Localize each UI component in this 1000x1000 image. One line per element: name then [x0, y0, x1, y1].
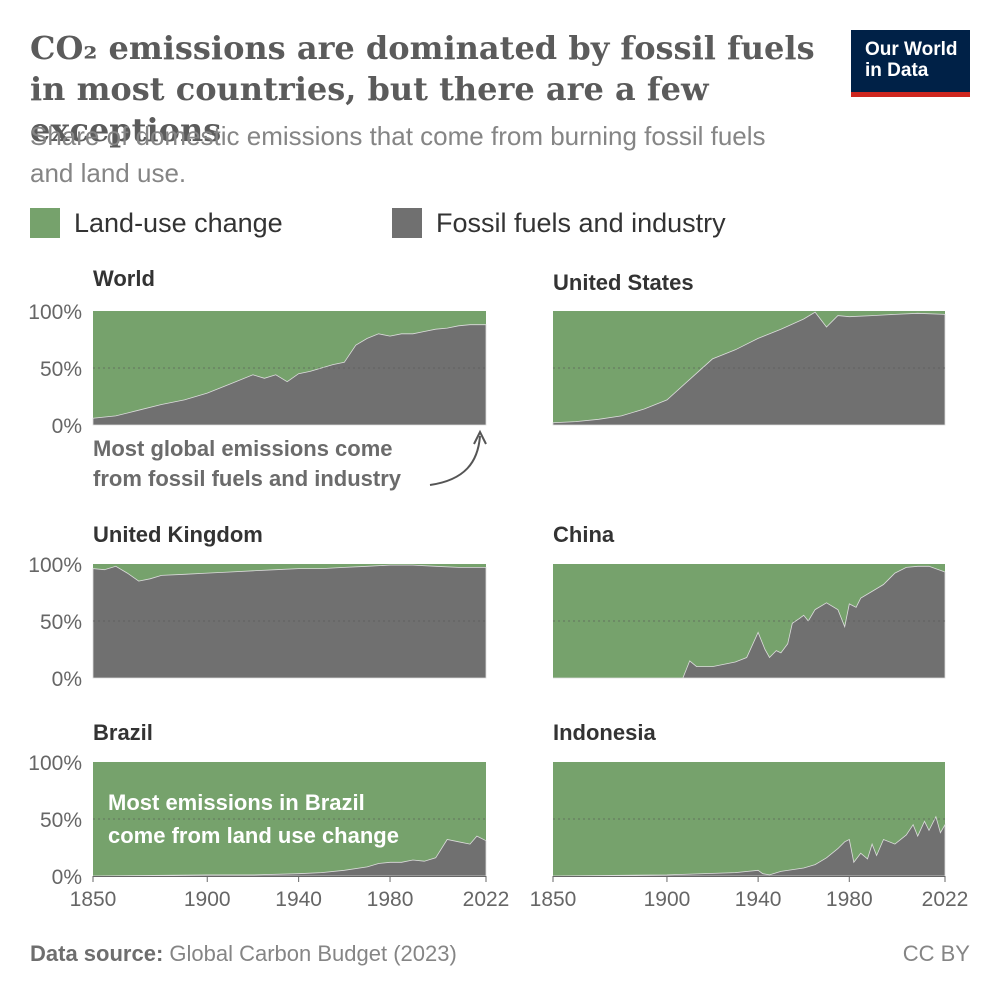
y-tick-world-0: 0% [52, 415, 82, 438]
fossil-area-china [553, 565, 946, 679]
panel-title-china: China [553, 522, 615, 547]
annotation-arrowhead-world [473, 429, 487, 445]
fossil-area-indonesia [552, 815, 946, 877]
legend-label-fossil: Fossil fuels and industry [436, 207, 726, 238]
land-use-area-world [93, 311, 486, 425]
panel-indonesia [552, 762, 946, 882]
data-source: Data source: Global Carbon Budget (2023) [30, 941, 457, 967]
fossil-area-united-kingdom [92, 564, 487, 679]
x-tick-brazil-1980: 1980 [367, 888, 414, 911]
legend-swatch-fossil [392, 208, 422, 238]
annotation-world: Most global emissions come from fossil fu… [93, 436, 402, 491]
land-use-area-united-states [553, 311, 945, 425]
y-tick-world-100: 100% [28, 301, 82, 324]
data-source-label: Data source: [30, 941, 164, 966]
x-tick-indonesia-1850: 1850 [530, 888, 577, 911]
panel-united-kingdom [92, 564, 487, 679]
fossil-area-world [92, 324, 487, 426]
panel-world [92, 311, 487, 426]
logo-line-1: Our World [865, 39, 958, 60]
y-tick-world-50: 50% [40, 358, 82, 381]
x-tick-brazil-1900: 1900 [184, 888, 231, 911]
panel-title-brazil: Brazil [93, 720, 153, 745]
panel-brazil [92, 762, 487, 882]
legend-label-land-use: Land-use change [74, 207, 283, 238]
x-tick-indonesia-1940: 1940 [735, 888, 782, 911]
annotation-brazil: Most emissions in Brazil come from land u… [108, 790, 399, 848]
panel-title-united-kingdom: United Kingdom [93, 522, 263, 547]
panel-title-world: World [93, 266, 155, 291]
chart-title: CO₂ emissions are dominated by fossil fu… [30, 29, 815, 149]
x-tick-indonesia-1980: 1980 [826, 888, 873, 911]
panel-title-united-states: United States [553, 270, 694, 295]
land-use-area-indonesia [553, 762, 945, 876]
x-tick-brazil-1850: 1850 [70, 888, 117, 911]
y-tick-brazil-0: 0% [52, 866, 82, 889]
chart-subtitle: Share of domestic emissions that come fr… [30, 121, 766, 188]
y-tick-united-kingdom-50: 50% [40, 611, 82, 634]
land-use-area-china [553, 564, 945, 678]
panel-title-indonesia: Indonesia [553, 720, 656, 745]
panel-china [553, 564, 946, 679]
license-link[interactable]: CC BY [902, 941, 970, 966]
panel-united-states [552, 311, 946, 426]
land-use-area-united-kingdom [93, 564, 486, 678]
x-tick-brazil-2022: 2022 [463, 888, 510, 911]
owid-logo[interactable]: Our World in Data [851, 30, 970, 97]
logo-line-2: in Data [865, 60, 929, 81]
legend-item-fossil: Fossil fuels and industry [392, 206, 726, 240]
land-use-area-brazil [93, 762, 486, 876]
x-tick-brazil-1940: 1940 [275, 888, 322, 911]
y-tick-brazil-100: 100% [28, 752, 82, 775]
x-tick-indonesia-2022: 2022 [922, 888, 969, 911]
fossil-area-united-states [552, 311, 946, 426]
x-tick-indonesia-1900: 1900 [644, 888, 691, 911]
data-source-text: Global Carbon Budget (2023) [169, 941, 457, 966]
fossil-area-brazil [92, 835, 487, 877]
y-tick-united-kingdom-0: 0% [52, 668, 82, 691]
y-tick-brazil-50: 50% [40, 809, 82, 832]
legend-swatch-land-use [30, 208, 60, 238]
y-tick-united-kingdom-100: 100% [28, 554, 82, 577]
annotation-arrow-world [429, 435, 481, 486]
legend-item-land-use: Land-use change [30, 206, 283, 240]
